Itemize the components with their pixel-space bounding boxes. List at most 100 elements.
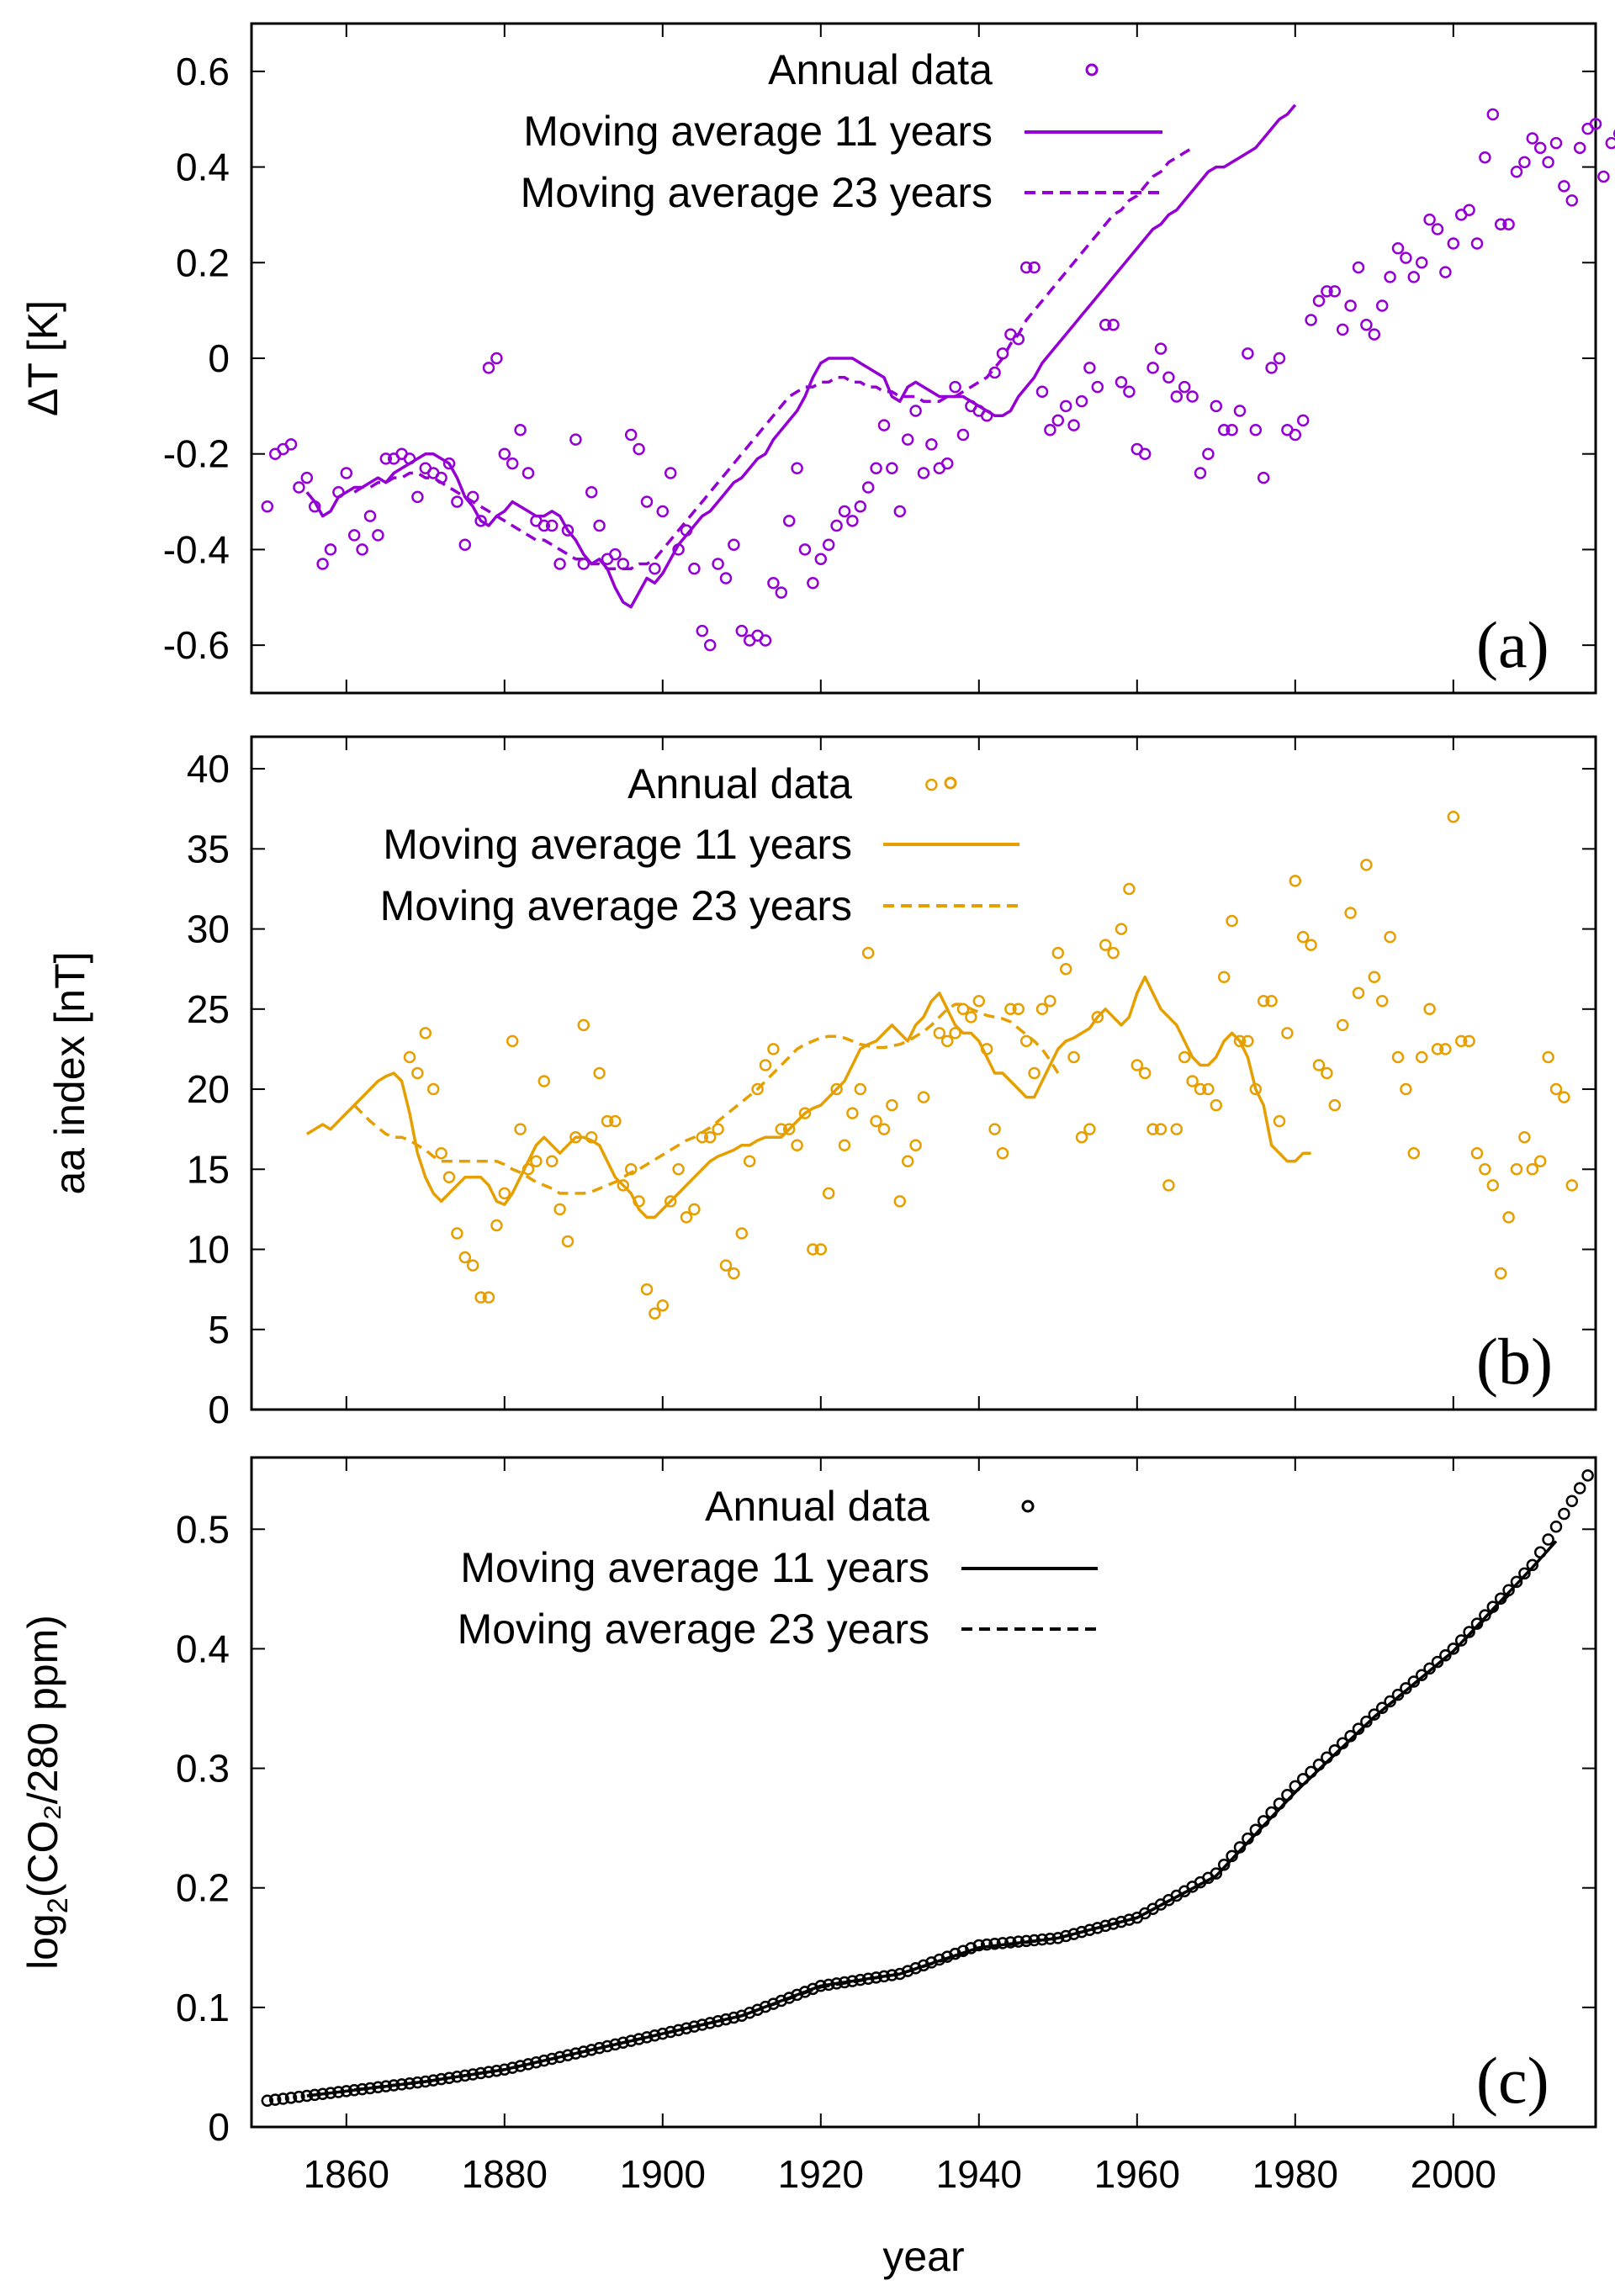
- data-point: [1028, 261, 1040, 274]
- data-point: [277, 2092, 289, 2105]
- data-point: [1518, 1567, 1531, 1580]
- data-point: [1454, 1034, 1468, 1048]
- data-point: [1281, 1027, 1294, 1040]
- data-point: [680, 1211, 693, 1224]
- data-point: [1273, 352, 1286, 365]
- data-point: [1344, 299, 1357, 312]
- data-point: [1044, 995, 1056, 1008]
- data-point: [807, 576, 819, 590]
- data-point: [1352, 261, 1365, 274]
- data-point: [300, 471, 314, 484]
- x-tick-label: 1900: [620, 2152, 706, 2196]
- data-point: [956, 1003, 970, 1016]
- data-point: [696, 624, 709, 637]
- data-point: [965, 1011, 977, 1024]
- data-point: [1312, 1059, 1326, 1071]
- data-point: [1059, 399, 1072, 413]
- data-point: [1573, 141, 1586, 155]
- data-point: [1265, 362, 1278, 374]
- data-point: [949, 380, 961, 394]
- y-tick-label: 0.4: [176, 1627, 230, 1670]
- data-point: [1494, 1267, 1507, 1280]
- data-point: [972, 995, 986, 1008]
- data-point: [1454, 1634, 1468, 1647]
- data-point: [1542, 156, 1554, 169]
- plot-frame: [250, 1456, 1597, 2129]
- data-point: [324, 543, 337, 556]
- legend-label-annual: Annual data: [627, 760, 852, 807]
- data-point: [553, 558, 566, 570]
- data-point: [553, 1203, 566, 1216]
- y-axis-label: aa index [nT]: [46, 951, 93, 1194]
- data-point: [426, 1082, 440, 1096]
- data-point: [1107, 318, 1120, 331]
- data-point: [1502, 218, 1515, 231]
- series-layer: [261, 103, 1615, 652]
- data-point: [545, 519, 559, 532]
- data-point: [672, 1163, 685, 1176]
- data-point: [356, 543, 368, 556]
- data-point: [782, 515, 796, 527]
- y-tick-label: 0: [208, 2105, 230, 2149]
- data-point: [1549, 1082, 1563, 1096]
- data-point: [1202, 447, 1215, 460]
- data-point: [877, 419, 891, 431]
- data-point: [601, 1114, 614, 1128]
- data-point: [1051, 414, 1065, 427]
- data-point: [1391, 1050, 1405, 1064]
- x-tick-label: 1980: [1252, 2152, 1338, 2196]
- x-axis-label: year: [882, 2233, 964, 2280]
- x-tick-labels: 1860 1880 1900 1920 1940 1960 1980 2000: [304, 2152, 1496, 2196]
- data-point: [293, 2090, 305, 2103]
- data-point: [1154, 1123, 1168, 1135]
- data-point: [1407, 1146, 1421, 1160]
- data-point: [451, 495, 463, 508]
- data-point: [1510, 1575, 1523, 1589]
- panel-temperature: -0.6 -0.4 -0.2 0 0.2 0.4 0.6 ΔT [K] Annual dat…: [19, 22, 1615, 695]
- tick-marks: [252, 1457, 1596, 2128]
- data-point: [861, 481, 875, 494]
- data-point: [1091, 1011, 1104, 1024]
- data-point: [1597, 170, 1610, 183]
- series-line-ma11: [305, 103, 1297, 609]
- data-point: [609, 548, 622, 561]
- data-point: [1375, 299, 1389, 312]
- data-point: [814, 553, 828, 566]
- data-point: [877, 1123, 891, 1135]
- data-point: [1549, 136, 1563, 150]
- data-point: [261, 500, 274, 513]
- data-point: [482, 362, 495, 374]
- data-point: [1526, 132, 1539, 145]
- data-point: [719, 572, 733, 585]
- data-point: [490, 352, 503, 365]
- data-point: [791, 462, 803, 475]
- data-point: [656, 1299, 670, 1312]
- data-point: [347, 529, 361, 542]
- x-tick-label: 1920: [778, 2152, 864, 2196]
- data-point: [703, 1130, 717, 1144]
- data-point: [1360, 318, 1373, 331]
- data-point: [1423, 213, 1436, 226]
- data-point: [1289, 428, 1302, 442]
- data-point: [1242, 347, 1254, 360]
- data-point: [728, 1267, 740, 1280]
- data-point: [268, 2093, 282, 2106]
- plot-frame: [250, 735, 1597, 1411]
- data-point: [1012, 1003, 1025, 1016]
- data-point: [775, 1123, 788, 1135]
- data-point: [609, 1114, 622, 1128]
- y-tick-label: 15: [187, 1147, 230, 1191]
- y-axis-label: ΔT [K]: [19, 300, 66, 416]
- data-point: [1249, 424, 1263, 436]
- data-point: [1194, 1082, 1207, 1096]
- data-point: [569, 433, 582, 446]
- series-layer: [305, 778, 1579, 1320]
- data-point: [1526, 1163, 1539, 1176]
- data-point: [640, 495, 654, 508]
- data-point: [1123, 385, 1136, 399]
- data-point: [703, 638, 717, 652]
- data-point: [640, 1283, 654, 1296]
- data-point: [870, 462, 882, 475]
- data-point: [798, 1107, 812, 1119]
- data-point: [1146, 362, 1159, 374]
